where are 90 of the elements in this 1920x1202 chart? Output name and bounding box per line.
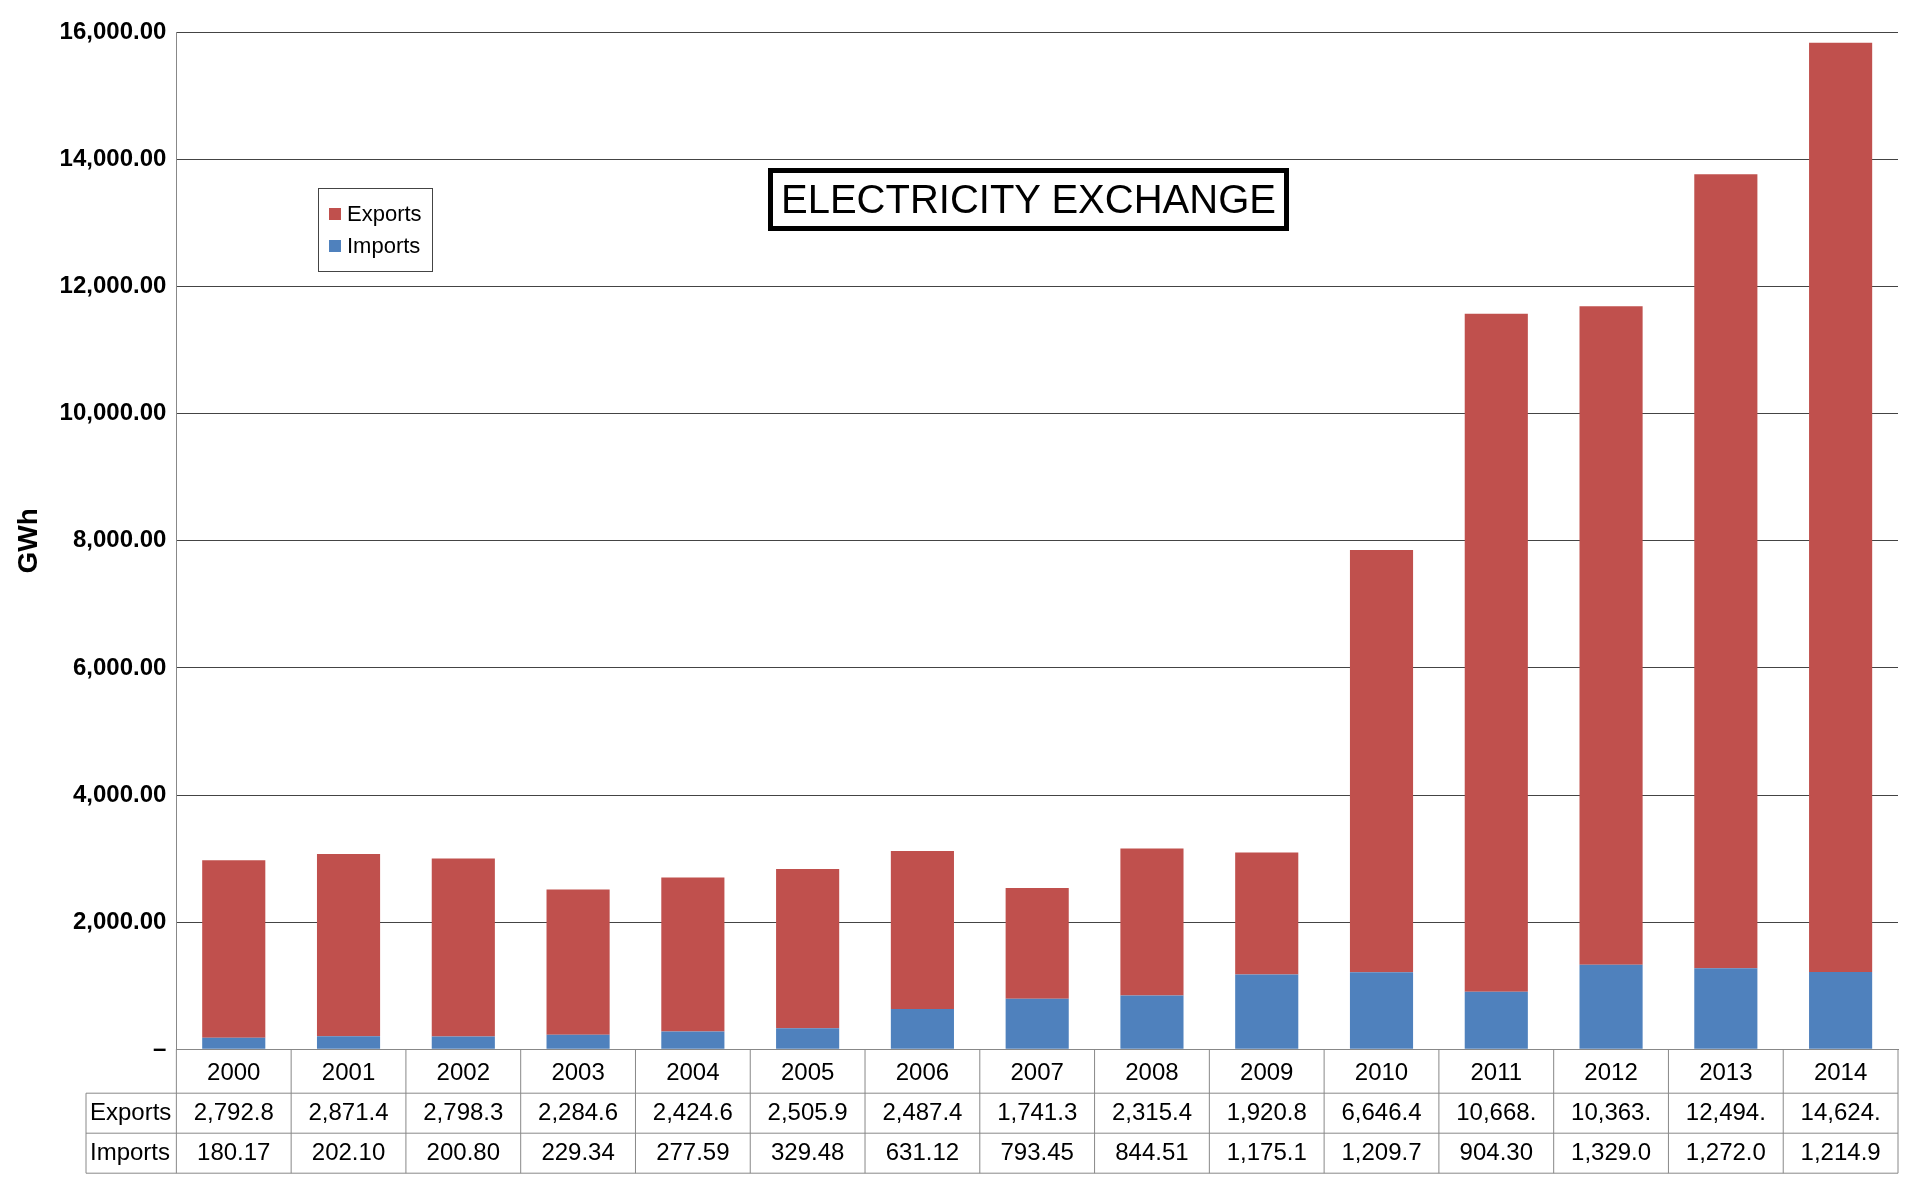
bar: [546, 889, 610, 1035]
bar: [202, 1037, 266, 1049]
data-label: 1,329.0: [1571, 1137, 1652, 1165]
data-label: 904.30: [1459, 1137, 1533, 1165]
x-tick-label: 2010: [1354, 1058, 1409, 1086]
data-label: 2,798.3: [423, 1097, 504, 1125]
bar: [1579, 964, 1643, 1049]
y-tick-label: 2,000.00: [72, 906, 167, 934]
bar: [1120, 995, 1184, 1049]
data-label: 2,315.4: [1111, 1097, 1192, 1125]
bar: [661, 1031, 725, 1049]
data-label: 1,920.8: [1226, 1097, 1307, 1125]
y-axis-title: GWh: [11, 508, 43, 574]
x-tick-label: 2003: [551, 1058, 605, 1086]
y-tick-label: 6,000.00: [72, 652, 167, 680]
bar: [1005, 998, 1069, 1049]
bar: [890, 851, 954, 1010]
data-label: 793.45: [1000, 1137, 1074, 1165]
text: Exports: [90, 1097, 172, 1125]
bar: [546, 1034, 610, 1049]
y-tick-label: 16,000.00: [59, 17, 167, 45]
data-label: 180.17: [197, 1137, 271, 1165]
data-label: 229.34: [541, 1137, 615, 1165]
data-label: 10,668.: [1456, 1097, 1537, 1125]
bar: [316, 1036, 381, 1049]
bar: [202, 860, 266, 1038]
x-tick-label: 2004: [666, 1058, 720, 1086]
x-tick-label: 2000: [207, 1058, 261, 1086]
data-label: 2,424.6: [652, 1097, 733, 1125]
x-tick-label: 2007: [1010, 1058, 1064, 1086]
bar: [890, 1009, 954, 1049]
y-tick-label: –: [153, 1033, 167, 1061]
data-label: 12,494.: [1685, 1097, 1766, 1125]
x-tick-label: 2005: [780, 1058, 835, 1086]
x-tick-label: 2006: [895, 1058, 950, 1086]
data-label: 1,175.1: [1226, 1137, 1307, 1165]
bar: [776, 869, 840, 1029]
data-label: 2,284.6: [538, 1097, 619, 1125]
x-tick-label: 2008: [1125, 1058, 1179, 1086]
bar: [661, 877, 725, 1032]
bar: [431, 1036, 495, 1049]
bar: [1809, 971, 1873, 1049]
y-tick-label: 4,000.00: [72, 779, 167, 807]
data-label: 631.12: [885, 1137, 960, 1165]
y-tick-label: 8,000.00: [72, 525, 167, 553]
y-tick-label: 12,000.00: [59, 271, 167, 299]
bar: [316, 853, 381, 1037]
bar: [1349, 549, 1414, 973]
text: Imports: [90, 1137, 171, 1165]
data-label: 1,214.9: [1800, 1137, 1881, 1165]
bar: [1235, 974, 1299, 1049]
bar: [1694, 968, 1758, 1049]
bar: [1349, 972, 1414, 1049]
bar: [1005, 888, 1069, 999]
data-label: 6,646.4: [1341, 1097, 1422, 1125]
data-label: 202.10: [311, 1137, 386, 1165]
bar: [1120, 848, 1184, 996]
data-label: 2,792.8: [193, 1097, 274, 1125]
x-tick-label: 2009: [1240, 1058, 1294, 1086]
legend-label: Exports: [347, 201, 422, 227]
text: ELECTRICITY EXCHANGE: [768, 168, 1289, 231]
data-label: 1,209.7: [1341, 1137, 1422, 1165]
data-label: 10,363.: [1571, 1097, 1652, 1125]
bar: [431, 858, 495, 1037]
x-tick-label: 2013: [1699, 1058, 1753, 1086]
data-label: 1,272.0: [1685, 1137, 1766, 1165]
data-label: 844.51: [1115, 1137, 1189, 1165]
y-tick-label: 14,000.00: [59, 144, 167, 172]
x-tick-label: 2002: [436, 1058, 490, 1086]
bar: [1809, 42, 1873, 972]
data-label: 200.80: [426, 1137, 501, 1165]
bar: [1464, 313, 1528, 992]
x-tick-label: 2011: [1470, 1058, 1523, 1086]
data-label: 2,505.9: [767, 1097, 848, 1125]
x-tick-label: 2001: [321, 1058, 376, 1086]
x-tick-label: 2014: [1813, 1058, 1868, 1086]
bar: [776, 1028, 840, 1049]
legend-label: Imports: [347, 233, 421, 259]
bar: [1464, 991, 1528, 1049]
data-label: 277.59: [656, 1137, 730, 1165]
y-tick-label: 10,000.00: [59, 398, 167, 426]
data-label: 14,624.: [1800, 1097, 1881, 1125]
data-label: 329.48: [770, 1137, 845, 1165]
data-label: 2,871.4: [308, 1097, 389, 1125]
data-label: 2,487.4: [882, 1097, 963, 1125]
bar: [1579, 306, 1643, 965]
x-tick-label: 2012: [1584, 1058, 1638, 1086]
data-label: 1,741.3: [997, 1097, 1078, 1125]
bar: [1694, 174, 1758, 969]
bar: [1235, 852, 1299, 975]
